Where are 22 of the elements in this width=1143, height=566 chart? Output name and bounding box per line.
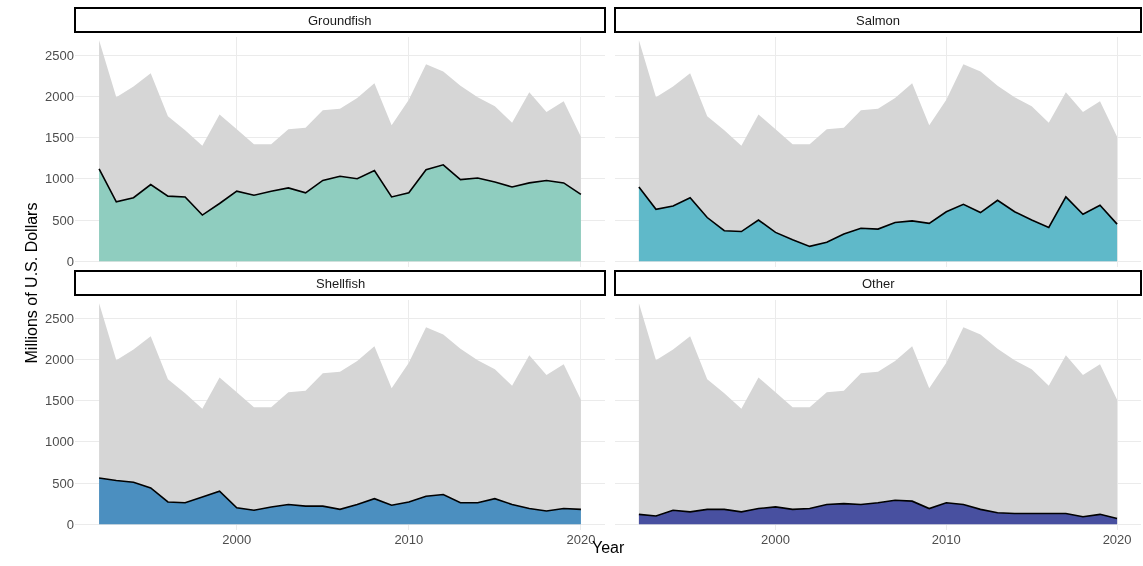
y-tick-label: 2000 <box>45 351 74 367</box>
y-tick-label: 500 <box>52 475 74 491</box>
chart-title: Salmon <box>856 13 901 28</box>
y-tick-label: 1500 <box>45 130 74 146</box>
x-tick-label: 2010 <box>931 532 961 547</box>
y-tick-label: 500 <box>52 212 74 228</box>
chart-title: Groundfish <box>308 13 372 28</box>
y-tick-label: 0 <box>66 253 74 269</box>
chart-title: Other <box>862 276 896 291</box>
y-axis-title: Millions of U.S. Dollars <box>22 202 40 364</box>
chart-title: Shellfish <box>316 276 366 291</box>
y-tick-label: 1000 <box>45 171 74 187</box>
x-tick-label: 2000 <box>222 532 252 547</box>
x-tick-label: 2010 <box>394 532 424 547</box>
x-tick-label: 2000 <box>761 532 790 547</box>
y-tick-label: 1500 <box>45 393 74 409</box>
y-tick-label: 2500 <box>45 47 74 63</box>
y-tick-label: 2500 <box>45 310 74 326</box>
y-tick-label: 1000 <box>45 434 74 450</box>
y-tick-label: 0 <box>66 516 74 532</box>
x-tick-label: 2020 <box>1102 532 1132 547</box>
y-tick-label: 2000 <box>45 88 74 104</box>
